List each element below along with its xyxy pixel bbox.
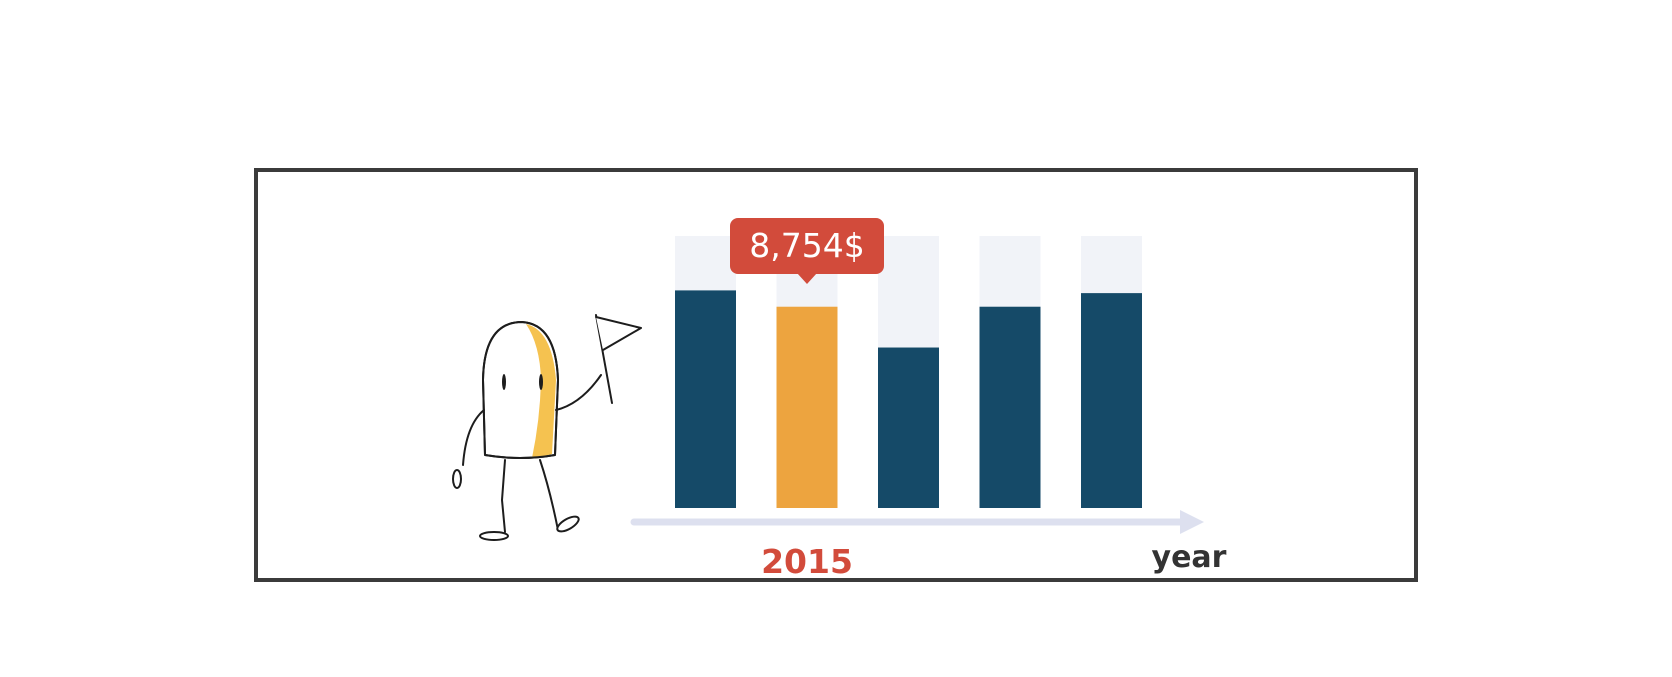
- value-callout: 8,754$: [730, 218, 884, 284]
- bar: [979, 306, 1041, 508]
- category-labels: 2015: [761, 542, 853, 581]
- mascot-holding-flag-icon: [452, 314, 642, 541]
- bar-highlighted: [776, 306, 838, 508]
- bar: [1081, 293, 1142, 508]
- x-axis: [630, 510, 1204, 534]
- callout-value-label: 8,754$: [749, 226, 864, 265]
- category-label: 2015: [761, 542, 853, 581]
- bars: [675, 290, 1142, 508]
- bar: [878, 347, 939, 508]
- bar: [675, 290, 736, 508]
- x-axis-label: year: [1152, 540, 1227, 575]
- chart-frame: [254, 168, 1418, 582]
